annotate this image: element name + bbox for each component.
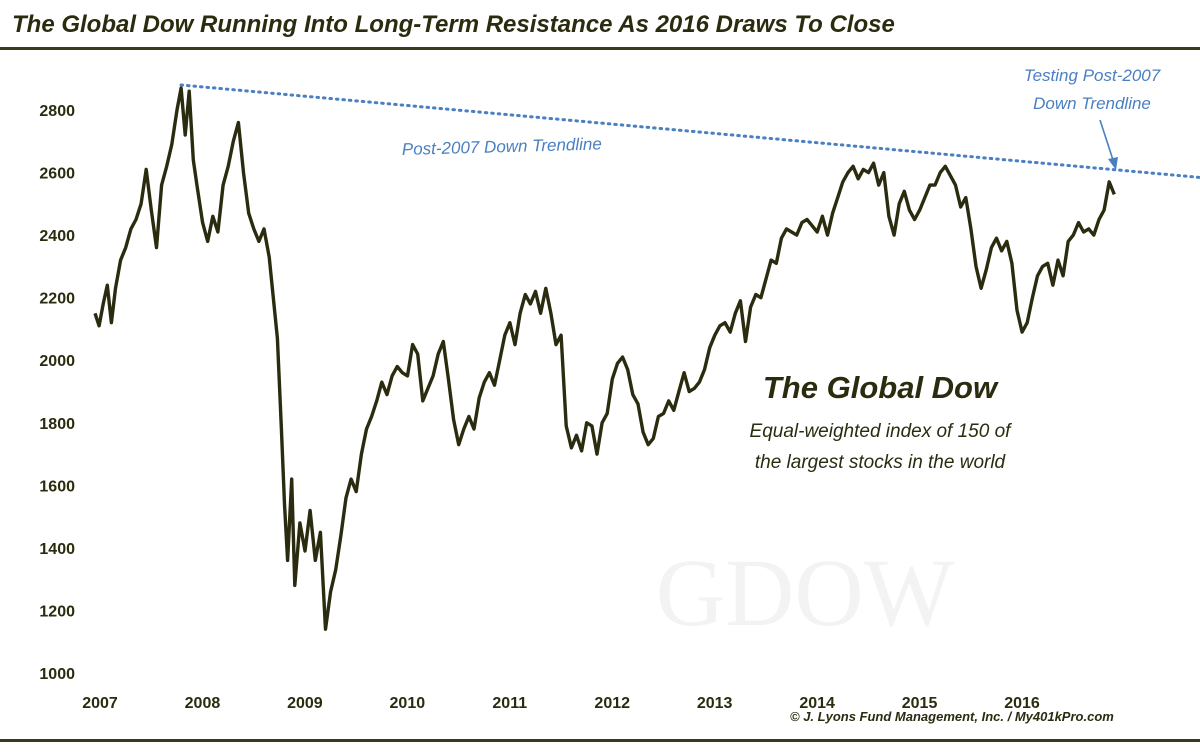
series-line-global-dow (93, 86, 1116, 631)
y-tick-label: 1800 (39, 416, 75, 433)
x-tick-label: 2013 (697, 695, 733, 712)
chart-background (0, 50, 1200, 739)
page-title: The Global Dow Running Into Long-Term Re… (12, 11, 895, 38)
trendline-label: Post-2007 Down Trendline (402, 134, 602, 159)
title-bar: The Global Dow Running Into Long-Term Re… (0, 0, 1200, 50)
y-tick-label: 1200 (39, 603, 75, 620)
annotation-arrowhead (1108, 157, 1118, 170)
y-tick-label: 2200 (39, 291, 75, 308)
y-tick-label: 2400 (39, 228, 75, 245)
trendline-post-2007 (179, 83, 1200, 179)
annotation-arrow (1099, 119, 1115, 164)
y-tick-label: 2800 (39, 103, 75, 120)
watermark-gdow: GDOW (656, 539, 955, 646)
y-tick-label: 2000 (39, 353, 75, 370)
x-tick-label: 2016 (1004, 695, 1040, 712)
chart-title: The Global Dow (763, 370, 999, 405)
x-tick-label: 2011 (492, 695, 527, 712)
annotation-line-1: Testing Post-2007 (1024, 66, 1161, 85)
copyright-credit: © J. Lyons Fund Management, Inc. / My401… (790, 709, 1114, 724)
x-axis-ticks: 2007 2008 2009 2010 2011 2012 2013 2014 2015 2016 (82, 695, 1040, 712)
x-tick-label: 2008 (185, 695, 221, 712)
annotation-line-2: Down Trendline (1033, 94, 1151, 113)
y-tick-label: 2600 (39, 166, 75, 183)
x-tick-label: 2007 (82, 695, 118, 712)
y-tick-label: 1400 (39, 541, 75, 558)
x-tick-label: 2012 (594, 695, 630, 712)
y-tick-label: 1600 (39, 478, 75, 495)
chart-subtitle-line-1: Equal-weighted index of 150 of (750, 421, 1013, 442)
x-tick-label: 2015 (902, 695, 938, 712)
x-tick-label: 2009 (287, 695, 323, 712)
chart-subtitle-line-2: the largest stocks in the world (755, 452, 1007, 473)
title-divider (0, 47, 1200, 50)
y-tick-label: 1000 (39, 666, 75, 683)
footer-divider (0, 739, 1200, 742)
x-tick-label: 2010 (390, 695, 426, 712)
y-axis-ticks: 1000 1200 1400 1600 1800 2000 2200 2400 2600 2800 (39, 103, 75, 683)
x-tick-label: 2014 (799, 695, 835, 712)
